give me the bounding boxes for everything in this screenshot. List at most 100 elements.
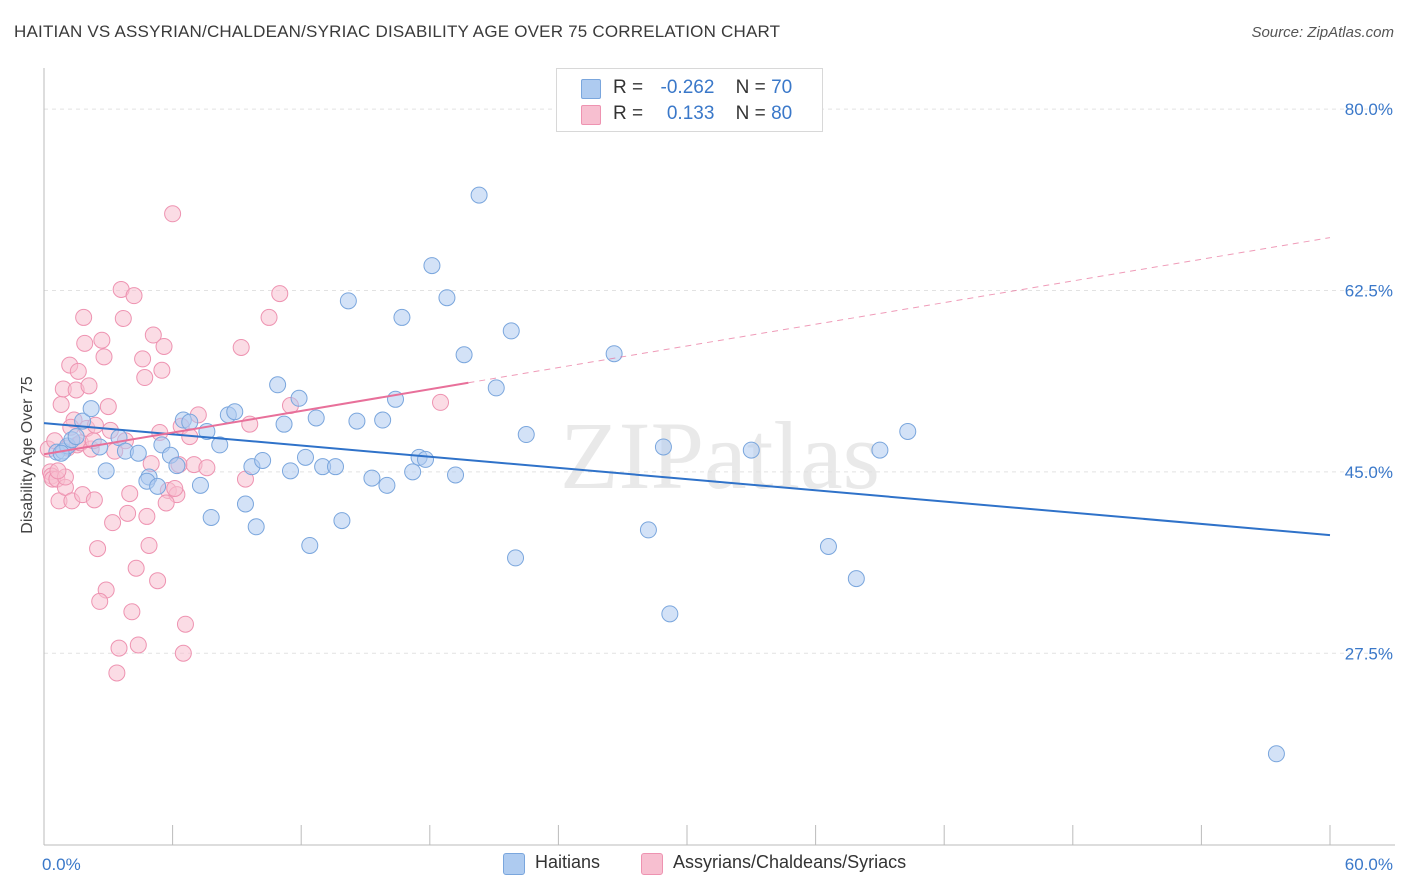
haitian-point bbox=[470, 186, 488, 204]
assyrian-point bbox=[104, 514, 122, 532]
haitian-point bbox=[149, 477, 167, 495]
haitian-point bbox=[438, 289, 456, 307]
assyrian-point bbox=[99, 398, 117, 416]
assyrian-point bbox=[76, 334, 94, 352]
haitian-point bbox=[374, 411, 392, 429]
haitian-point bbox=[455, 346, 473, 364]
haitian-point bbox=[378, 476, 396, 494]
assyrian-point bbox=[153, 361, 171, 379]
assyrian-point bbox=[432, 393, 450, 411]
haitian-point bbox=[348, 412, 366, 430]
assyrian-point bbox=[164, 205, 182, 223]
data-points bbox=[39, 186, 1285, 763]
axes bbox=[43, 68, 1395, 846]
haitian-point bbox=[507, 549, 525, 567]
assyrian-point bbox=[110, 639, 128, 657]
haitian-point bbox=[487, 379, 505, 397]
assyrian-point bbox=[129, 636, 147, 654]
n-label: N = bbox=[735, 103, 766, 124]
assyrian-point bbox=[157, 494, 175, 512]
assyrian-point bbox=[119, 504, 137, 522]
n-label: N = bbox=[735, 77, 766, 98]
assyrian-point bbox=[89, 540, 107, 558]
haitian-point bbox=[393, 308, 411, 326]
r-label: R = bbox=[613, 77, 644, 98]
assyrian-point bbox=[114, 309, 132, 327]
assyrian-point bbox=[75, 308, 93, 326]
y-tick-label: 27.5% bbox=[1345, 644, 1393, 663]
assyrians-trend-line bbox=[43, 381, 469, 456]
haitian-point bbox=[326, 458, 344, 476]
haitian-point bbox=[202, 508, 220, 526]
haitian-point bbox=[423, 257, 441, 275]
haitian-point bbox=[269, 376, 287, 394]
r-value: -0.262 bbox=[660, 77, 715, 98]
grid-lines bbox=[44, 108, 1395, 654]
assyrian-point bbox=[136, 369, 154, 387]
haitian-point bbox=[502, 322, 520, 340]
correlation-legend: R = -0.262 N = 70 R = 0.133 N = 80 bbox=[556, 68, 823, 132]
haitian-point bbox=[236, 495, 254, 513]
assyrian-point bbox=[127, 559, 145, 577]
x-tick-label: 0.0% bbox=[42, 855, 81, 874]
watermark: ZIPatlas bbox=[560, 402, 880, 509]
chart-title: HAITIAN VS ASSYRIAN/CHALDEAN/SYRIAC DISA… bbox=[14, 22, 781, 41]
haitian-point bbox=[211, 436, 229, 454]
haitian-point bbox=[129, 444, 147, 462]
haitian-point bbox=[417, 450, 435, 468]
assyrian-point bbox=[198, 459, 216, 477]
haitian-point bbox=[82, 400, 100, 418]
haitians-trend-line bbox=[43, 422, 1331, 537]
assyrian-point bbox=[85, 491, 103, 509]
haitian-point bbox=[296, 448, 314, 466]
assyrians-swatch bbox=[581, 105, 601, 125]
assyrian-point bbox=[166, 479, 184, 497]
trend-lines bbox=[43, 237, 1331, 537]
legend-label: Haitians bbox=[535, 852, 601, 872]
assyrian-point bbox=[140, 536, 158, 554]
haitian-point bbox=[254, 451, 272, 469]
assyrian-point bbox=[134, 350, 152, 368]
haitian-point bbox=[290, 389, 308, 407]
haitian-point bbox=[742, 441, 760, 459]
haitian-point bbox=[275, 415, 293, 433]
n-value: 70 bbox=[771, 77, 793, 98]
assyrian-point bbox=[260, 308, 278, 326]
haitian-point bbox=[363, 469, 381, 487]
assyrian-point bbox=[93, 331, 111, 349]
assyrian-point bbox=[176, 615, 194, 633]
assyrian-point bbox=[149, 572, 167, 590]
haitian-point bbox=[307, 409, 325, 427]
haitian-point bbox=[819, 537, 837, 555]
haitian-point bbox=[301, 536, 319, 554]
assyrian-point bbox=[91, 592, 109, 610]
assyrian-point bbox=[174, 644, 192, 662]
haitians-swatch bbox=[581, 79, 601, 99]
tick-labels: 27.5% 45.0% 62.5% 80.0% 0.0% 60.0% bbox=[42, 100, 1393, 874]
assyrian-point bbox=[80, 377, 98, 395]
haitian-point bbox=[871, 441, 889, 459]
assyrian-point bbox=[95, 348, 113, 366]
assyrians-trend-extension bbox=[468, 237, 1331, 384]
assyrian-point bbox=[125, 287, 143, 305]
haitian-point bbox=[91, 438, 109, 456]
haitian-point bbox=[517, 426, 535, 444]
haitian-point bbox=[74, 412, 92, 430]
haitian-point bbox=[404, 463, 422, 481]
legend-label: Assyrians/Chaldeans/Syriacs bbox=[673, 852, 907, 872]
assyrian-point bbox=[144, 326, 162, 344]
assyrian-point bbox=[52, 395, 70, 413]
assyrian-point bbox=[121, 485, 139, 503]
haitian-point bbox=[847, 570, 865, 588]
assyrian-point bbox=[108, 664, 126, 682]
haitian-point bbox=[1267, 745, 1285, 763]
y-tick-label: 62.5% bbox=[1345, 281, 1393, 300]
haitian-point bbox=[226, 403, 244, 421]
chart-source: Source: ZipAtlas.com bbox=[1251, 24, 1394, 41]
n-value: 80 bbox=[771, 103, 793, 124]
assyrian-point bbox=[232, 338, 250, 356]
r-label: R = bbox=[613, 103, 644, 124]
haitian-point bbox=[899, 422, 917, 440]
haitian-point bbox=[67, 428, 85, 446]
